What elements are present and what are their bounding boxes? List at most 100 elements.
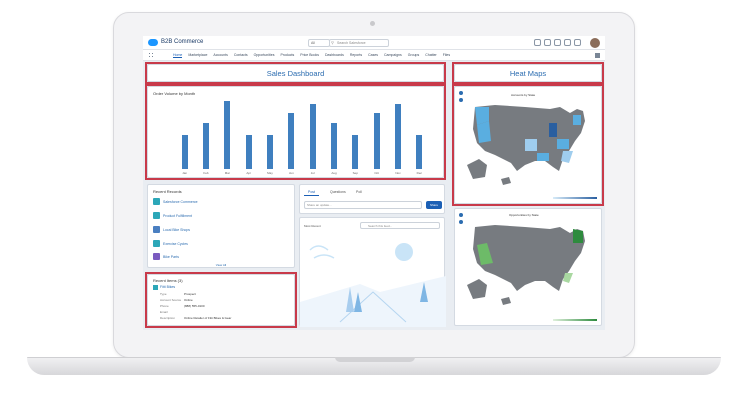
field-value: (888) 555-0100: [184, 304, 205, 308]
zoom-out-icon[interactable]: [459, 220, 463, 224]
nav-item-dashboards[interactable]: Dashboards: [324, 53, 344, 57]
record-icon: [153, 226, 160, 233]
chart-x-label: Jan: [182, 171, 188, 175]
nav-item-files[interactable]: Files: [442, 53, 451, 57]
share-button[interactable]: Share: [426, 201, 442, 209]
map2-legend: [553, 319, 597, 321]
record-icon: [153, 198, 160, 205]
nav-item-contacts[interactable]: Contacts: [233, 53, 248, 57]
accounts-us-map[interactable]: [465, 99, 595, 189]
nav-item-chatter[interactable]: Chatter: [425, 53, 437, 57]
nav-item-groups[interactable]: Groups: [407, 53, 420, 57]
heat-maps-banner: Heat Maps: [454, 64, 602, 82]
recent-items-title: Recent Items (3): [153, 278, 183, 283]
zoom-in-icon[interactable]: [459, 91, 463, 95]
nav-item-accounts[interactable]: Accounts: [213, 53, 228, 57]
nav-item-campaigns[interactable]: Campaigns: [384, 53, 402, 57]
sales-dashboard-banner: Sales Dashboard: [147, 64, 444, 82]
add-icon[interactable]: [544, 39, 551, 46]
chart-x-label: Aug: [331, 171, 337, 175]
tab-post[interactable]: Post: [304, 189, 320, 196]
chart-x-label: Jun: [288, 171, 294, 175]
feed-filter[interactable]: Most Recent: [304, 224, 321, 228]
field-label: Email: [160, 310, 168, 314]
settings-icon[interactable]: [564, 39, 571, 46]
salesforce-cloud-icon[interactable]: [148, 39, 158, 46]
chart-bar[interactable]: [395, 104, 401, 169]
nav-item-reports[interactable]: Reports: [349, 53, 363, 57]
order-volume-chart-card: Order Volume by Month Jan Feb Mar Apr May Jun…: [147, 86, 444, 178]
nav-item-products[interactable]: Products: [280, 53, 295, 57]
nav-item-marketplace[interactable]: Marketplace: [188, 53, 208, 57]
chart-bar[interactable]: [352, 135, 359, 169]
user-avatar[interactable]: [590, 38, 600, 48]
feed-area: Most Recent Search this feed...: [299, 217, 446, 327]
app-launcher-icon[interactable]: [148, 52, 155, 59]
view-all-link[interactable]: View All: [215, 263, 227, 267]
map1-legend: [553, 197, 597, 199]
field-value: Prospect: [184, 292, 196, 296]
nav-item-price-books[interactable]: Price Books: [300, 53, 319, 57]
field-value: Online: [184, 298, 193, 302]
chart-title: Order Volume by Month: [153, 91, 196, 96]
recent-records-title: Recent Records: [153, 189, 182, 194]
feed-publisher: Post Questions Poll Share an update... S…: [299, 184, 445, 214]
feed-search-input[interactable]: Search this feed...: [360, 222, 440, 229]
record-label: Product Fulfillment: [163, 214, 192, 218]
search-scope-select[interactable]: All: [308, 39, 330, 47]
app-navigation: Home Marketplace Accounts Contacts Oppor…: [143, 50, 605, 61]
global-search-input[interactable]: Search Salesforce: [329, 39, 389, 47]
chart-x-label: May: [267, 171, 273, 175]
zoom-in-icon[interactable]: [459, 213, 463, 217]
app-name: B2B Commerce: [161, 39, 204, 45]
record-title[interactable]: Fitti Bikes: [160, 285, 176, 289]
notifications-icon[interactable]: [574, 39, 581, 46]
edit-nav-icon[interactable]: [595, 53, 600, 58]
header-utility-icons: [534, 39, 581, 46]
field-value: Online Retailer of Fitti Bikes & Gear: [184, 316, 232, 320]
laptop-camera: [370, 21, 375, 26]
highlight-sales-dashboard: [145, 62, 446, 84]
chart-bar[interactable]: [203, 123, 209, 169]
chart-bar[interactable]: [267, 135, 273, 169]
recent-records-card: Recent Records Salesforce Commerce Produ…: [147, 184, 295, 268]
laptop-notch: [335, 357, 415, 362]
nav-item-cases[interactable]: Cases: [368, 53, 379, 57]
chart-x-label: Dec: [416, 171, 422, 175]
zoom-out-icon[interactable]: [459, 98, 463, 102]
map1-title: Accounts by State: [511, 93, 536, 97]
field-label: Phone: [160, 304, 169, 308]
chart-x-label: Mar: [224, 171, 230, 175]
help-icon[interactable]: [554, 39, 561, 46]
nav-item-opportunities[interactable]: Opportunities: [253, 53, 275, 57]
chart-bar[interactable]: [288, 112, 295, 169]
chart-bar[interactable]: [309, 104, 316, 169]
chart-bar[interactable]: [331, 123, 337, 169]
nav-items: Home Marketplace Accounts Contacts Oppor…: [173, 53, 450, 58]
global-header: B2B Commerce All Search Salesforce ⚲: [143, 36, 605, 50]
tab-questions[interactable]: Questions: [330, 190, 346, 194]
chart-x-label: Sep: [352, 171, 358, 175]
chart-x-label: Feb: [203, 171, 209, 175]
post-input[interactable]: Share an update...: [304, 201, 422, 209]
heat-maps-title: Heat Maps: [509, 69, 547, 78]
record-label: Exercise Cycles: [163, 242, 188, 246]
chart-bar[interactable]: [416, 135, 423, 169]
chart-bar[interactable]: [181, 135, 188, 169]
chart-bar[interactable]: [373, 112, 380, 169]
accounts-map-card: Accounts by State: [454, 86, 602, 204]
nav-item-home[interactable]: Home: [173, 53, 183, 58]
search-icon: ⚲: [331, 40, 334, 45]
field-label: Account Source: [160, 298, 182, 302]
favorites-icon[interactable]: [534, 39, 541, 46]
chart-x-label: Oct: [374, 171, 379, 175]
highlight-heat-map: [452, 84, 604, 206]
chart-bar[interactable]: [224, 101, 231, 169]
map2-title: Opportunities by State: [509, 213, 539, 217]
opportunities-us-map[interactable]: [465, 219, 595, 309]
record-icon: [153, 253, 160, 260]
chart-bar[interactable]: [245, 135, 252, 169]
tab-poll[interactable]: Poll: [356, 190, 362, 194]
highlight-heat-maps-banner: [452, 62, 604, 84]
record-label: Salesforce Commerce: [163, 200, 198, 204]
